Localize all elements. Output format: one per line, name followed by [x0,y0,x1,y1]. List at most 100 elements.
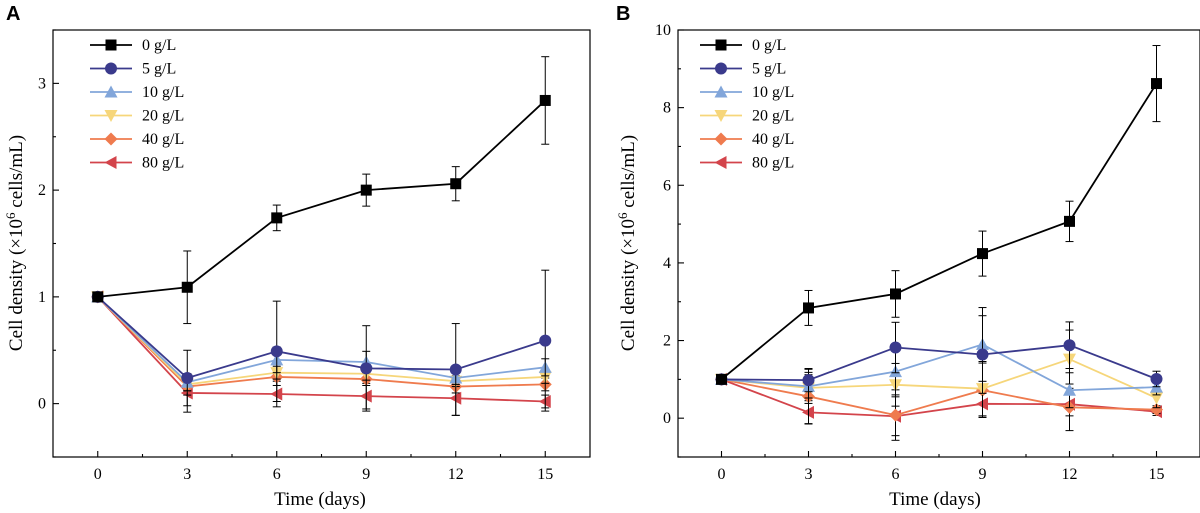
legend-label-a-4: 40 g/L [142,131,184,148]
legend-marker-a-0 [105,39,117,51]
series-line-a-4 [97,296,546,388]
legend-marker-b-3 [714,110,728,122]
y-axis-title-b-prefix: Cell density (×10 [618,219,639,351]
legend-label-a-3: 20 g/L [142,108,184,125]
x-tick-label-b-4: 12 [1062,466,1078,483]
series-line-a-1 [97,296,546,380]
series-line-a-0 [97,99,546,298]
series-line-a-2 [97,296,546,384]
point-b-1-2 [889,341,902,354]
legend-item-a-1: 5 g/L [90,61,176,78]
legend-item-b-3: 20 g/L [700,108,794,125]
point-b-4-2 [889,408,902,422]
legend-marker-a-1 [105,62,117,75]
legend-label-b-1: 5 g/L [752,61,786,78]
series-b-0 [716,45,1162,385]
legend-marker-b-2 [714,85,728,98]
legend-label-a-1: 5 g/L [142,61,176,78]
y-ticks-a: 0 1 2 3 [38,29,59,458]
point-b-0-1 [803,302,814,314]
series-b-2 [715,307,1163,409]
legend-marker-a-4 [104,132,118,146]
legend-item-a-5: 80 g/L [90,155,184,172]
point-b-1-3 [976,348,989,361]
x-tick-label-a-3: 9 [362,466,370,483]
legend-item-b-2: 10 g/L [700,84,794,101]
x-tick-label-a-0: 0 [94,466,102,483]
y-axis-title-a-suffix: cells/mL) [6,135,27,213]
x-tick-label-b-0: 0 [718,466,726,483]
legend-a: 0 g/L 5 g/L 10 g/L 20 g/L 40 g/L 80 g/L [90,37,184,172]
point-b-0-2 [890,288,901,300]
legend-b: 0 g/L 5 g/L 10 g/L 20 g/L 40 g/L 80 g/L [700,37,794,172]
y-axis-title-a-prefix: Cell density (×10 [6,219,27,351]
legend-label-b-5: 80 g/L [752,155,794,172]
y-tick-label-b-0: 0 [663,410,671,427]
x-tick-label-a-2: 6 [273,466,281,483]
series-line-b-5 [721,378,1157,418]
legend-item-a-3: 20 g/L [90,108,184,125]
legend-label-b-0: 0 g/L [752,37,786,54]
legend-marker-b-4 [714,132,728,146]
y-tick-label-b-4: 8 [663,100,671,117]
point-b-0-4 [1064,215,1075,227]
y-axis-title-a-exp: 6 [3,212,18,219]
x-ticks-a: 0 3 6 9 12 15 [94,451,553,483]
legend-item-b-1: 5 g/L [700,61,786,78]
legend-label-a-2: 10 g/L [142,84,184,101]
legend-marker-b-0 [715,39,727,51]
x-axis-title-b: Time (days) [889,489,981,510]
legend-item-a-0: 0 g/L [90,37,176,54]
point-a-1-3 [360,362,373,375]
point-a-1-5 [539,334,552,347]
x-tick-label-b-2: 6 [892,466,900,483]
y-ticks-b: 0 2 4 6 8 10 [655,22,684,458]
y-tick-label-b-1: 2 [663,333,671,350]
point-b-2-4 [1063,383,1076,396]
point-b-1-5 [1150,372,1163,385]
legend-marker-a-2 [104,85,118,98]
legend-label-b-3: 20 g/L [752,108,794,125]
series-a [91,56,552,416]
plot-frame-a [52,29,591,458]
point-b-0-0 [716,373,727,385]
point-b-0-3 [977,248,988,260]
panel-label-a: A [6,3,20,25]
point-a-0-1 [181,281,193,293]
point-a-1-1 [181,372,194,385]
series-line-a-5 [97,296,546,403]
legend-label-a-0: 0 g/L [142,37,176,54]
legend-item-b-5: 80 g/L [700,155,794,172]
y-axis-title-b-suffix: cells/mL) [618,135,639,213]
x-tick-label-a-4: 12 [448,466,464,483]
x-ticks-b: 0 3 6 9 12 15 [718,451,1165,483]
legend-label-a-5: 80 g/L [142,155,184,172]
series-line-b-1 [721,344,1157,382]
point-b-1-1 [802,374,815,387]
point-b-1-4 [1063,339,1076,352]
legend-item-a-4: 40 g/L [90,131,184,148]
point-a-0-5 [539,94,551,106]
y-tick-label-a-0: 0 [38,396,46,413]
point-a-0-4 [450,178,462,190]
point-b-3-5 [1150,392,1163,405]
y-axis-title-b-exp: 6 [615,212,630,219]
series-line-b-2 [721,343,1157,392]
point-b-0-5 [1151,78,1162,90]
legend-item-b-4: 40 g/L [700,131,794,148]
series-line-b-4 [721,378,1157,417]
point-a-0-0 [92,291,104,303]
series-a-1 [91,269,552,416]
x-tick-label-b-1: 3 [805,466,813,483]
series-line-b-0 [720,83,1158,381]
point-a-1-4 [449,363,462,376]
legend-marker-a-5 [104,156,117,169]
y-tick-label-b-3: 6 [663,177,671,194]
y-tick-label-b-2: 4 [663,255,671,272]
panel-label-b: B [616,3,630,25]
point-a-1-2 [270,345,283,358]
x-tick-label-b-5: 15 [1149,466,1165,483]
x-tick-label-a-1: 3 [183,466,191,483]
